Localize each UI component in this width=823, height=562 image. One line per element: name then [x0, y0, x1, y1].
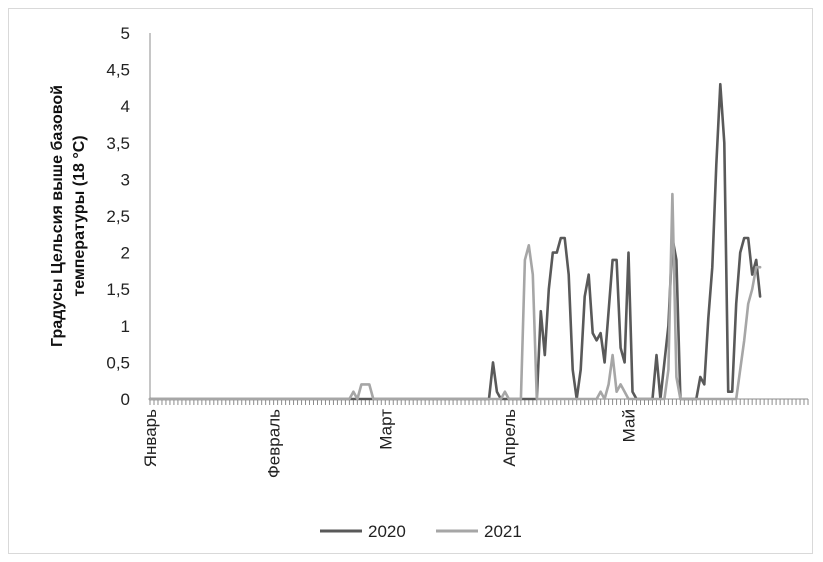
- y-tick-label: 0: [121, 390, 130, 409]
- x-tick-label: Февраль: [265, 409, 284, 478]
- x-tick-label: Январь: [141, 409, 160, 467]
- chart-frame: [8, 8, 813, 554]
- y-axis-label-line-2: температуры (18 °С): [71, 135, 88, 296]
- y-axis-label: Градусы Цельсия выше базовой температуры…: [49, 85, 88, 347]
- series-line-2020: [148, 82, 762, 401]
- x-tick-label: Апрель: [500, 409, 519, 467]
- x-axis: Январь Февраль Март Апрель Май: [141, 398, 809, 478]
- y-tick-label: 3,5: [106, 134, 130, 153]
- y-tick-label: 4: [121, 97, 130, 116]
- legend-item-2021: 2021: [436, 522, 522, 541]
- y-tick-label: 2,5: [106, 207, 130, 226]
- y-axis-label-line-1: Градусы Цельсия выше базовой: [49, 85, 66, 347]
- y-axis: 0 0,5 1 1,5 2 2,5 3 3,5 4 4,5 5: [106, 24, 151, 409]
- y-tick-label: 3: [121, 170, 130, 189]
- y-tick-label: 1,5: [106, 280, 130, 299]
- series-lines: [148, 82, 762, 401]
- legend: 2020 2021: [320, 522, 522, 541]
- x-tick-label: Март: [376, 409, 395, 450]
- x-tick-label: Май: [620, 409, 639, 442]
- y-tick-label: 5: [121, 24, 130, 43]
- legend-label: 2020: [368, 522, 406, 541]
- legend-label: 2021: [484, 522, 522, 541]
- y-tick-label: 0,5: [106, 353, 130, 372]
- y-tick-label: 4,5: [106, 61, 130, 80]
- y-tick-label: 1: [121, 317, 130, 336]
- series-line-2021: [148, 192, 762, 401]
- y-tick-label: 2: [121, 244, 130, 263]
- legend-item-2020: 2020: [320, 522, 406, 541]
